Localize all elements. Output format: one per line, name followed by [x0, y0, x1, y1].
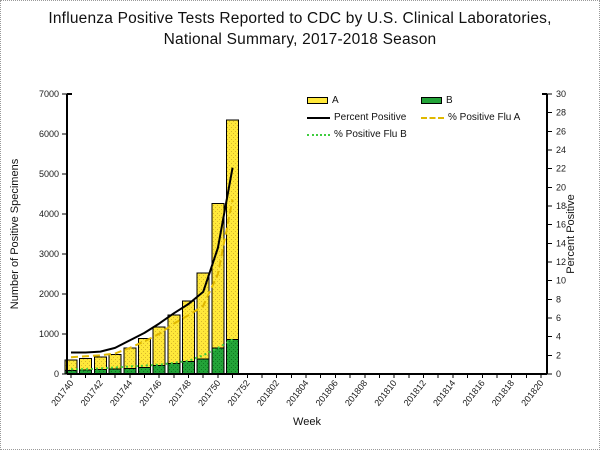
bar-flu-a [79, 357, 93, 371]
svg-text:201750: 201750 [196, 378, 222, 408]
bars-group [64, 119, 240, 375]
svg-text:201804: 201804 [284, 378, 310, 408]
svg-text:201808: 201808 [343, 378, 369, 408]
svg-text:6: 6 [556, 313, 561, 323]
bar-flu-a [226, 119, 240, 340]
legend-label-percent-flu-b: % Positive Flu B [334, 129, 407, 140]
legend-label-flu-a: A [332, 95, 339, 106]
y-axis-title-right: Percent Positive [565, 194, 577, 273]
svg-text:3000: 3000 [39, 249, 59, 259]
svg-text:201814: 201814 [431, 378, 457, 408]
svg-text:18: 18 [556, 201, 566, 211]
svg-text:26: 26 [556, 126, 566, 136]
svg-text:201820: 201820 [519, 378, 545, 408]
svg-text:6000: 6000 [39, 129, 59, 139]
bar-flu-a [182, 300, 195, 363]
svg-text:201816: 201816 [460, 378, 486, 408]
flu-b-swatch-icon [421, 97, 442, 104]
svg-text:1000: 1000 [39, 329, 59, 339]
bar-flu-a [108, 353, 122, 370]
svg-text:5000: 5000 [39, 169, 59, 179]
svg-text:201748: 201748 [167, 378, 193, 408]
tick-marks [62, 93, 552, 378]
bar-flu-b [226, 338, 240, 375]
axes [66, 93, 548, 375]
svg-text:28: 28 [556, 108, 566, 118]
legend-label-flu-b: B [446, 95, 453, 106]
line-percent-positive [71, 167, 234, 354]
line-percent-flu-b [71, 338, 234, 371]
svg-text:0: 0 [54, 369, 59, 379]
legend-item-percent-flu-b: % Positive Flu B [307, 129, 421, 140]
svg-text:2: 2 [556, 350, 561, 360]
svg-text:201752: 201752 [225, 378, 251, 408]
svg-text:0: 0 [556, 369, 561, 379]
legend-item-flu-b: B [421, 95, 557, 106]
svg-text:24: 24 [556, 145, 566, 155]
svg-text:10: 10 [556, 276, 566, 286]
bar-flu-b [211, 347, 225, 375]
bar-flu-a [123, 347, 137, 369]
svg-text:201806: 201806 [314, 378, 340, 408]
svg-text:201812: 201812 [402, 378, 428, 408]
svg-text:16: 16 [556, 220, 566, 230]
svg-text:201818: 201818 [490, 378, 516, 408]
svg-text:22: 22 [556, 164, 566, 174]
line-percent-flu-a [70, 199, 234, 359]
legend-item-flu-a: A [307, 95, 421, 106]
bar-flu-a [196, 272, 210, 360]
bar-flu-b [196, 358, 210, 375]
legend-label-percent-positive: Percent Positive [334, 112, 407, 123]
bar-flu-b [152, 364, 166, 375]
y-axis-title-left: Number of Positive Specimens [9, 158, 21, 309]
svg-text:8: 8 [556, 294, 561, 304]
bar-flu-b [182, 361, 195, 375]
percent-flu-a-line-icon [421, 116, 444, 119]
svg-text:7000: 7000 [39, 89, 59, 99]
svg-text:201744: 201744 [108, 378, 134, 408]
legend-label-percent-flu-a: % Positive Flu A [448, 112, 521, 123]
legend-item-percent-flu-a: % Positive Flu A [421, 112, 557, 123]
svg-text:20: 20 [556, 182, 566, 192]
svg-text:4: 4 [556, 332, 561, 342]
svg-text:12: 12 [556, 257, 566, 267]
svg-text:2000: 2000 [39, 289, 59, 299]
flu-a-swatch-icon [307, 97, 328, 104]
svg-text:4000: 4000 [39, 209, 59, 219]
legend-item-percent-positive: Percent Positive [307, 112, 421, 123]
chart-title: Influenza Positive Tests Reported to CDC… [1, 8, 599, 50]
chart-title-line2: National Summary, 2017-2018 Season [163, 31, 437, 48]
percent-flu-b-line-icon [307, 133, 330, 136]
svg-text:14: 14 [556, 238, 566, 248]
chart-title-line1: Influenza Positive Tests Reported to CDC… [48, 10, 552, 27]
svg-text:201742: 201742 [79, 378, 105, 408]
bar-flu-b [167, 363, 181, 375]
svg-text:201746: 201746 [137, 378, 163, 408]
chart-legend: A B Percent Positive % Positive Flu A % … [307, 95, 557, 140]
svg-text:30: 30 [556, 89, 566, 99]
svg-text:201740: 201740 [49, 378, 75, 408]
percent-positive-line-icon [307, 116, 330, 119]
svg-text:201802: 201802 [255, 378, 281, 408]
svg-text:201810: 201810 [372, 378, 398, 408]
x-axis-title: Week [293, 416, 321, 428]
